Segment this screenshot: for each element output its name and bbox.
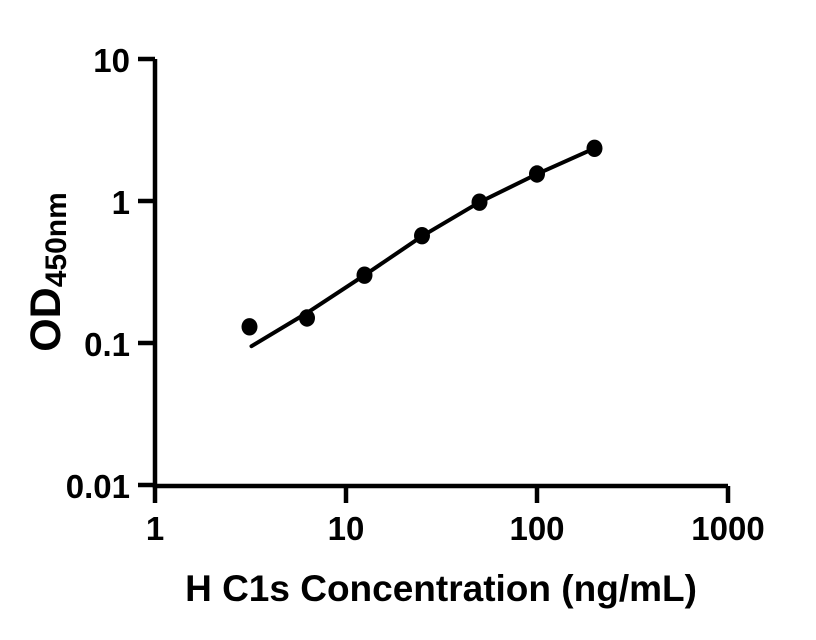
x-tick-label: 1 bbox=[146, 510, 164, 547]
x-tick-label: 1000 bbox=[691, 510, 764, 547]
y-tick-label: 0.1 bbox=[84, 326, 130, 363]
data-point bbox=[241, 318, 258, 336]
data-layer bbox=[241, 139, 603, 349]
x-tick-label: 100 bbox=[509, 510, 564, 547]
axes-layer: 0.01 0.1 1 10 1 10 100 1000 bbox=[66, 42, 765, 547]
data-point bbox=[356, 266, 373, 284]
y-tick-label: 1 bbox=[112, 184, 130, 221]
y-tick-label: 10 bbox=[93, 42, 130, 79]
data-point bbox=[586, 139, 603, 157]
y-axis-title: OD450nm bbox=[22, 192, 73, 352]
data-point bbox=[414, 227, 430, 245]
y-axis-title-sub: 450nm bbox=[40, 192, 73, 287]
x-axis-title: H C1s Concentration (ng/mL) bbox=[185, 568, 697, 609]
data-point bbox=[471, 193, 488, 211]
y-axis-title-main: OD bbox=[22, 287, 70, 352]
y-tick-label: 0.01 bbox=[66, 468, 130, 505]
data-point bbox=[299, 309, 315, 327]
x-tick-label: 10 bbox=[328, 510, 365, 547]
data-point bbox=[529, 165, 545, 183]
